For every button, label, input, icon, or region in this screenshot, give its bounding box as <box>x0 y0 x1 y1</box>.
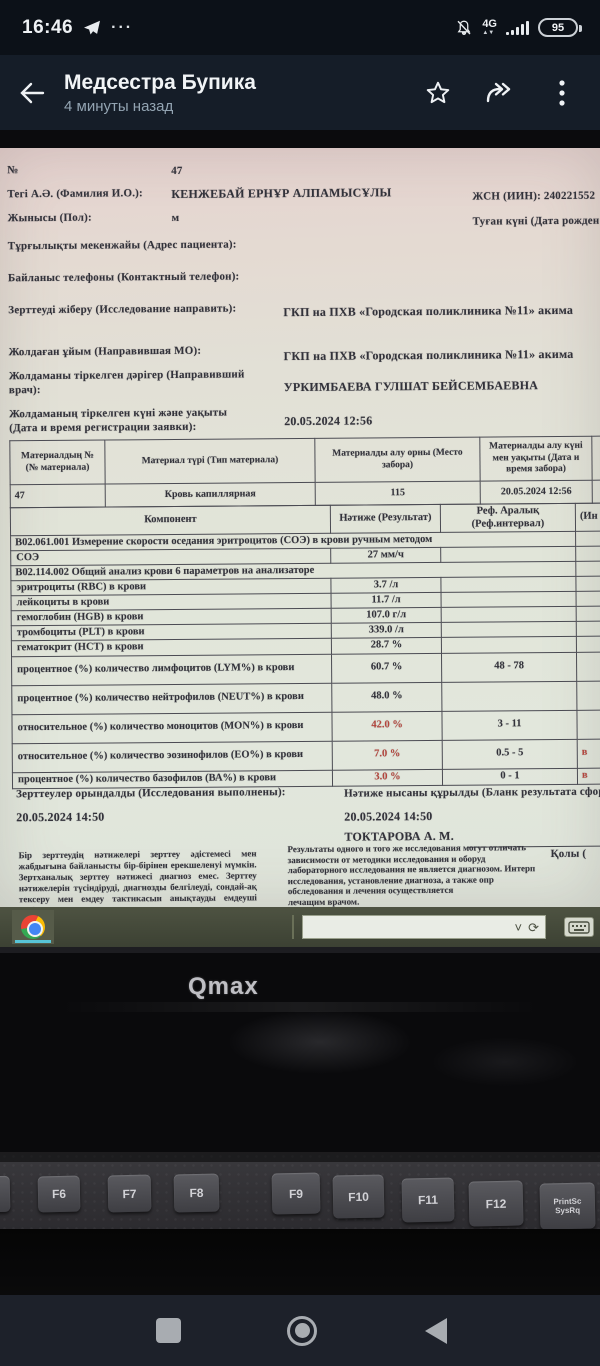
desktop-taskbar: ˅ ⟳ <box>0 907 600 947</box>
back-nav-button[interactable] <box>396 1295 476 1366</box>
doctor-label-2: врач): <box>8 384 41 397</box>
result-row: относительное (%) количество эозинофилов… <box>12 738 600 773</box>
disclaimer-russian: Результаты одного и того же исследования… <box>287 842 536 907</box>
iin-label: ЖСН (ИИН): 240221552 <box>472 189 596 203</box>
bezel-reflection <box>220 1007 420 1077</box>
refresh-icon[interactable]: ⟳ <box>528 919 539 935</box>
org-label: Жолдаған ұйым (Направившая МО): <box>8 344 202 359</box>
surname-label: Тегі А.Ә. (Фамилия И.О.): <box>7 187 143 201</box>
key-f7: F7 <box>107 1174 152 1213</box>
physical-keyboard: F6 F7 F8 F9 F10 F11 F12 PrintSc SysRq <box>0 1152 600 1229</box>
result-row: процентное (%) количество нейтрофилов (N… <box>11 680 600 715</box>
status-bar: 16:46 ··· 4G ▲▼ 95 <box>0 0 600 55</box>
back-triangle-icon <box>425 1317 447 1344</box>
formed-label: Нәтиже нысаны құрылды (Бланк результата … <box>344 785 600 800</box>
recents-square-icon <box>155 1318 181 1343</box>
result-row: процентное (%) количество лимфоцитов (LY… <box>11 651 600 686</box>
key-f12: F12 <box>468 1180 524 1227</box>
reg-label: Жолдаманың тіркелген күні және уақыты <box>9 406 228 421</box>
status-more-notifications: ··· <box>111 18 134 36</box>
network-type-indicator: 4G ▲▼ <box>482 18 497 37</box>
back-button[interactable] <box>0 81 64 105</box>
performed-date: 20.05.2024 14:50 <box>16 809 105 825</box>
performed-label: Зерттеулер орындалды (Исследования выпол… <box>16 786 286 801</box>
reg-label-2: (Дата и время регистрации заявки): <box>9 420 197 435</box>
key-f6: F6 <box>37 1175 81 1213</box>
partial-key <box>0 1175 11 1213</box>
monitor-brand-logo: Qmax <box>188 973 259 1000</box>
results-table: Компонент Нәтиже (Результат) Реф. Аралық… <box>10 502 600 789</box>
material-table: Материалдың № (№ материала) Материал түр… <box>9 435 600 508</box>
key-f10: F10 <box>332 1174 385 1219</box>
chat-last-seen: 4 минуты назад <box>64 97 174 115</box>
forward-button[interactable] <box>476 69 524 117</box>
notifications-muted-icon <box>455 19 473 37</box>
android-nav-bar <box>0 1295 600 1366</box>
bezel-reflection-right <box>430 1037 580 1087</box>
address-label: Тұрғылықты мекенжайы (Адрес пациента): <box>7 238 237 253</box>
key-f8: F8 <box>173 1173 220 1213</box>
org-value: ГКП на ПХВ «Городская поликлиника №11» а… <box>283 346 574 364</box>
send-value: ГКП на ПХВ «Городская поликлиника №11» а… <box>283 302 574 320</box>
keyboard-upper-row-shadow <box>0 1152 600 1162</box>
recents-button[interactable] <box>128 1295 208 1366</box>
result-row: относительное (%) количество моноцитов (… <box>11 709 600 744</box>
favorite-star-button[interactable] <box>414 69 462 117</box>
chrome-taskbar-button[interactable] <box>12 910 54 944</box>
photo-message[interactable]: № 47 Тегі А.Ә. (Фамилия И.О.): КЕНЖЕБАЙ … <box>0 130 600 1295</box>
doc-number-label: № <box>7 164 19 177</box>
telegram-plane-icon <box>83 20 101 36</box>
sex-value: м <box>171 211 180 224</box>
status-time: 16:46 <box>22 16 74 38</box>
phone-label: Байланыс телефоны (Контактный телефон): <box>7 270 240 285</box>
doc-number-value: 47 <box>171 164 183 178</box>
menu-button[interactable] <box>538 69 586 117</box>
monitor-screen: № 47 Тегі А.Ә. (Фамилия И.О.): КЕНЖЕБАЙ … <box>0 148 600 907</box>
formed-date: 20.05.2024 14:50 <box>344 808 433 824</box>
lab-report-document: № 47 Тегі А.Ә. (Фамилия И.О.): КЕНЖЕБАЙ … <box>0 148 600 907</box>
signal-strength-icon <box>506 20 529 35</box>
key-f11: F11 <box>401 1177 455 1223</box>
doctor-label: Жолдаманы тіркелген дәрігер (Направивший <box>8 368 245 383</box>
material-col-header: Материалдың № (№ материала) <box>9 440 106 485</box>
battery-indicator: 95 <box>538 18 582 37</box>
patient-name: КЕНЖЕБАЙ ЕРНҰР АЛПАМЫСҰЛЫ <box>171 185 392 201</box>
disclaimer-kazakh: Бір зерттеудің нәтижелері зерттеу әдісте… <box>18 848 257 907</box>
chat-title-block[interactable]: Медсестра Бупика 4 минуты назад <box>64 71 414 115</box>
key-printsc: PrintSc SysRq <box>539 1182 596 1229</box>
taskbar-divider <box>292 915 294 939</box>
chat-header: Медсестра Бупика 4 минуты назад <box>0 55 600 130</box>
chrome-icon <box>21 915 45 939</box>
chat-title: Медсестра Бупика <box>64 70 256 94</box>
signature-label: Қолы ( <box>550 847 587 861</box>
taskbar-search-field[interactable]: ˅ ⟳ <box>302 915 546 939</box>
key-f9: F9 <box>271 1172 321 1215</box>
sex-label: Жынысы (Пол): <box>7 211 92 225</box>
doctor-value: УРКИМБАЕВА ГУЛШАТ БЕЙСЕМБАЕВНА <box>283 378 539 395</box>
home-circle-icon <box>287 1315 317 1346</box>
keyboard-layout-icon[interactable] <box>564 917 594 937</box>
reg-value: 20.05.2024 12:56 <box>284 413 373 429</box>
bezel-reflection-streak <box>60 1002 540 1012</box>
send-label: Зерттеуді жіберу (Исследование направить… <box>8 302 237 317</box>
bezel-edge-highlight <box>0 947 600 953</box>
birthdate-label: Туған күні (Дата рожден <box>472 214 600 228</box>
dropdown-chevron-icon[interactable]: ˅ <box>514 919 523 935</box>
home-button[interactable] <box>262 1295 342 1366</box>
monitor-top-bezel <box>0 130 600 148</box>
photo-dark-area <box>0 1229 600 1295</box>
